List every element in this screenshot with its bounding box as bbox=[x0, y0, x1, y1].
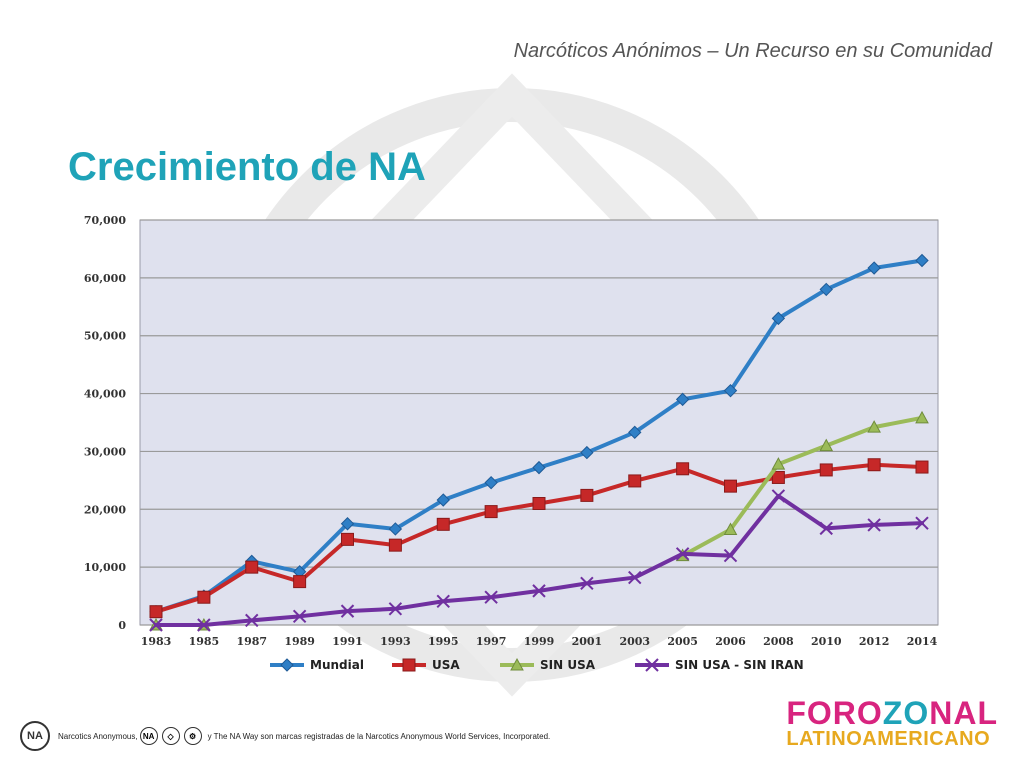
x-tick-label: 1987 bbox=[236, 635, 267, 648]
data-point-usa bbox=[341, 532, 354, 546]
footer-text-before: Narcotics Anonymous, bbox=[58, 731, 138, 741]
data-point-sin-usa-sin-iran bbox=[532, 584, 546, 598]
logo-line-2: LATINOAMERICANO bbox=[786, 728, 991, 750]
y-tick-label: 40,000 bbox=[84, 388, 126, 401]
legend-label-sin-usa-sin-iran: SIN USA - SIN IRAN bbox=[675, 658, 804, 672]
legend-label-sin-usa: SIN USA bbox=[540, 658, 596, 672]
data-point-sin-usa-sin-iran bbox=[245, 613, 259, 628]
data-point-sin-usa-sin-iran bbox=[388, 602, 403, 616]
data-point-mundial bbox=[819, 282, 833, 297]
legend-marker-sin-usa bbox=[510, 657, 524, 671]
footer-text-after: y The NA Way son marcas registradas de l… bbox=[207, 731, 551, 741]
data-point-mundial bbox=[628, 425, 642, 440]
data-point-sin-usa-sin-iran bbox=[819, 521, 833, 536]
data-point-mundial bbox=[484, 475, 498, 490]
footer: NA Narcotics Anonymous, NA ◇ ⚙ y The NA … bbox=[20, 718, 550, 754]
data-point-sin-usa-sin-iran bbox=[771, 489, 786, 503]
data-point-mundial bbox=[723, 383, 738, 398]
data-point-usa bbox=[532, 497, 546, 510]
data-point-sin-usa-sin-iran bbox=[292, 609, 307, 624]
na-trademark-icon: NA bbox=[20, 721, 50, 751]
data-point-sin-usa-sin-iran bbox=[436, 594, 450, 608]
data-point-mundial bbox=[867, 261, 881, 275]
data-point-usa bbox=[149, 605, 163, 619]
y-tick-label: 70,000 bbox=[84, 214, 126, 227]
na-logo-icon: NA bbox=[139, 727, 158, 745]
data-point-sin-usa bbox=[771, 457, 786, 470]
data-point-usa bbox=[197, 590, 211, 604]
x-tick-label: 2003 bbox=[619, 635, 650, 648]
data-point-sin-usa-sin-iran bbox=[580, 576, 594, 591]
data-point-usa bbox=[771, 470, 785, 484]
data-point-sin-usa-sin-iran bbox=[197, 618, 211, 632]
data-point-usa bbox=[915, 460, 929, 474]
x-tick-label: 2006 bbox=[715, 635, 746, 648]
data-point-mundial bbox=[340, 517, 355, 531]
x-tick-label: 1995 bbox=[428, 635, 459, 648]
data-point-mundial bbox=[388, 522, 403, 536]
data-point-sin-usa-sin-iran bbox=[915, 516, 929, 530]
x-tick-label: 2008 bbox=[763, 635, 794, 648]
y-tick-label: 10,000 bbox=[84, 561, 126, 574]
legend-label-usa: USA bbox=[432, 658, 460, 672]
diamond-symbol-icon: ◇ bbox=[161, 727, 180, 745]
x-tick-label: 1985 bbox=[189, 635, 220, 648]
logo-line-1: FOROZONAL bbox=[786, 695, 998, 731]
data-point-usa bbox=[245, 560, 259, 574]
data-point-sin-usa-sin-iran bbox=[149, 618, 163, 632]
legend-marker-sin-usa-sin-iran bbox=[645, 658, 659, 672]
x-tick-label: 1999 bbox=[524, 635, 555, 648]
x-tick-label: 2012 bbox=[859, 635, 890, 648]
data-point-usa bbox=[724, 479, 737, 493]
data-point-sin-usa bbox=[819, 438, 834, 452]
na-way-icon: ⚙ bbox=[183, 727, 202, 745]
data-point-usa bbox=[867, 458, 881, 472]
data-point-usa bbox=[819, 463, 833, 477]
data-point-mundial bbox=[915, 253, 929, 268]
y-tick-label: 50,000 bbox=[84, 330, 126, 343]
legend-marker-mundial bbox=[280, 658, 294, 672]
data-point-sin-usa-sin-iran bbox=[867, 518, 881, 532]
legend-label-mundial: Mundial bbox=[310, 658, 364, 672]
plot-area bbox=[139, 219, 939, 626]
x-tick-label: 1991 bbox=[332, 635, 363, 648]
data-point-sin-usa-sin-iran bbox=[340, 604, 355, 618]
data-point-sin-usa-sin-iran bbox=[628, 570, 642, 585]
data-point-sin-usa bbox=[723, 522, 738, 536]
data-point-sin-usa bbox=[867, 420, 881, 433]
x-tick-label: 1989 bbox=[284, 635, 315, 648]
x-tick-label: 1993 bbox=[380, 635, 411, 648]
x-tick-label: 1983 bbox=[141, 635, 172, 648]
x-tick-label: 2014 bbox=[907, 635, 938, 648]
x-tick-label: 2001 bbox=[572, 635, 603, 648]
y-tick-label: 30,000 bbox=[84, 445, 126, 458]
y-tick-label: 0 bbox=[118, 619, 126, 632]
legend-marker-usa bbox=[402, 658, 416, 672]
x-tick-label: 2010 bbox=[811, 635, 842, 648]
data-point-usa bbox=[676, 462, 690, 476]
data-point-usa bbox=[484, 505, 498, 519]
data-point-mundial bbox=[436, 493, 450, 507]
data-point-mundial bbox=[771, 311, 786, 326]
x-tick-label: 2005 bbox=[667, 635, 698, 648]
data-point-sin-usa-sin-iran bbox=[675, 547, 690, 561]
data-point-usa bbox=[388, 538, 402, 552]
data-point-usa bbox=[628, 474, 642, 488]
header-subtitle: Narcóticos Anónimos – Un Recurso en su C… bbox=[513, 40, 992, 62]
data-point-mundial bbox=[675, 392, 690, 407]
data-point-mundial bbox=[532, 460, 546, 475]
data-point-sin-usa bbox=[915, 410, 929, 424]
y-tick-label: 20,000 bbox=[84, 503, 126, 516]
data-point-usa bbox=[580, 488, 594, 502]
data-point-usa bbox=[436, 517, 450, 531]
growth-line-chart: 0 10,000 20,000 30,000 40,000 50,000 60,000 70,… bbox=[84, 214, 939, 672]
data-point-mundial bbox=[580, 445, 594, 460]
y-tick-label: 60,000 bbox=[84, 272, 126, 285]
forozonal-logo: FOROZONAL LATINOAMERICANO bbox=[786, 695, 998, 750]
x-tick-label: 1997 bbox=[476, 635, 507, 648]
slide-title: Crecimiento de NA bbox=[68, 145, 426, 189]
data-point-sin-usa-sin-iran bbox=[484, 590, 498, 604]
data-point-usa bbox=[293, 575, 307, 589]
data-point-sin-usa-sin-iran bbox=[723, 548, 738, 563]
